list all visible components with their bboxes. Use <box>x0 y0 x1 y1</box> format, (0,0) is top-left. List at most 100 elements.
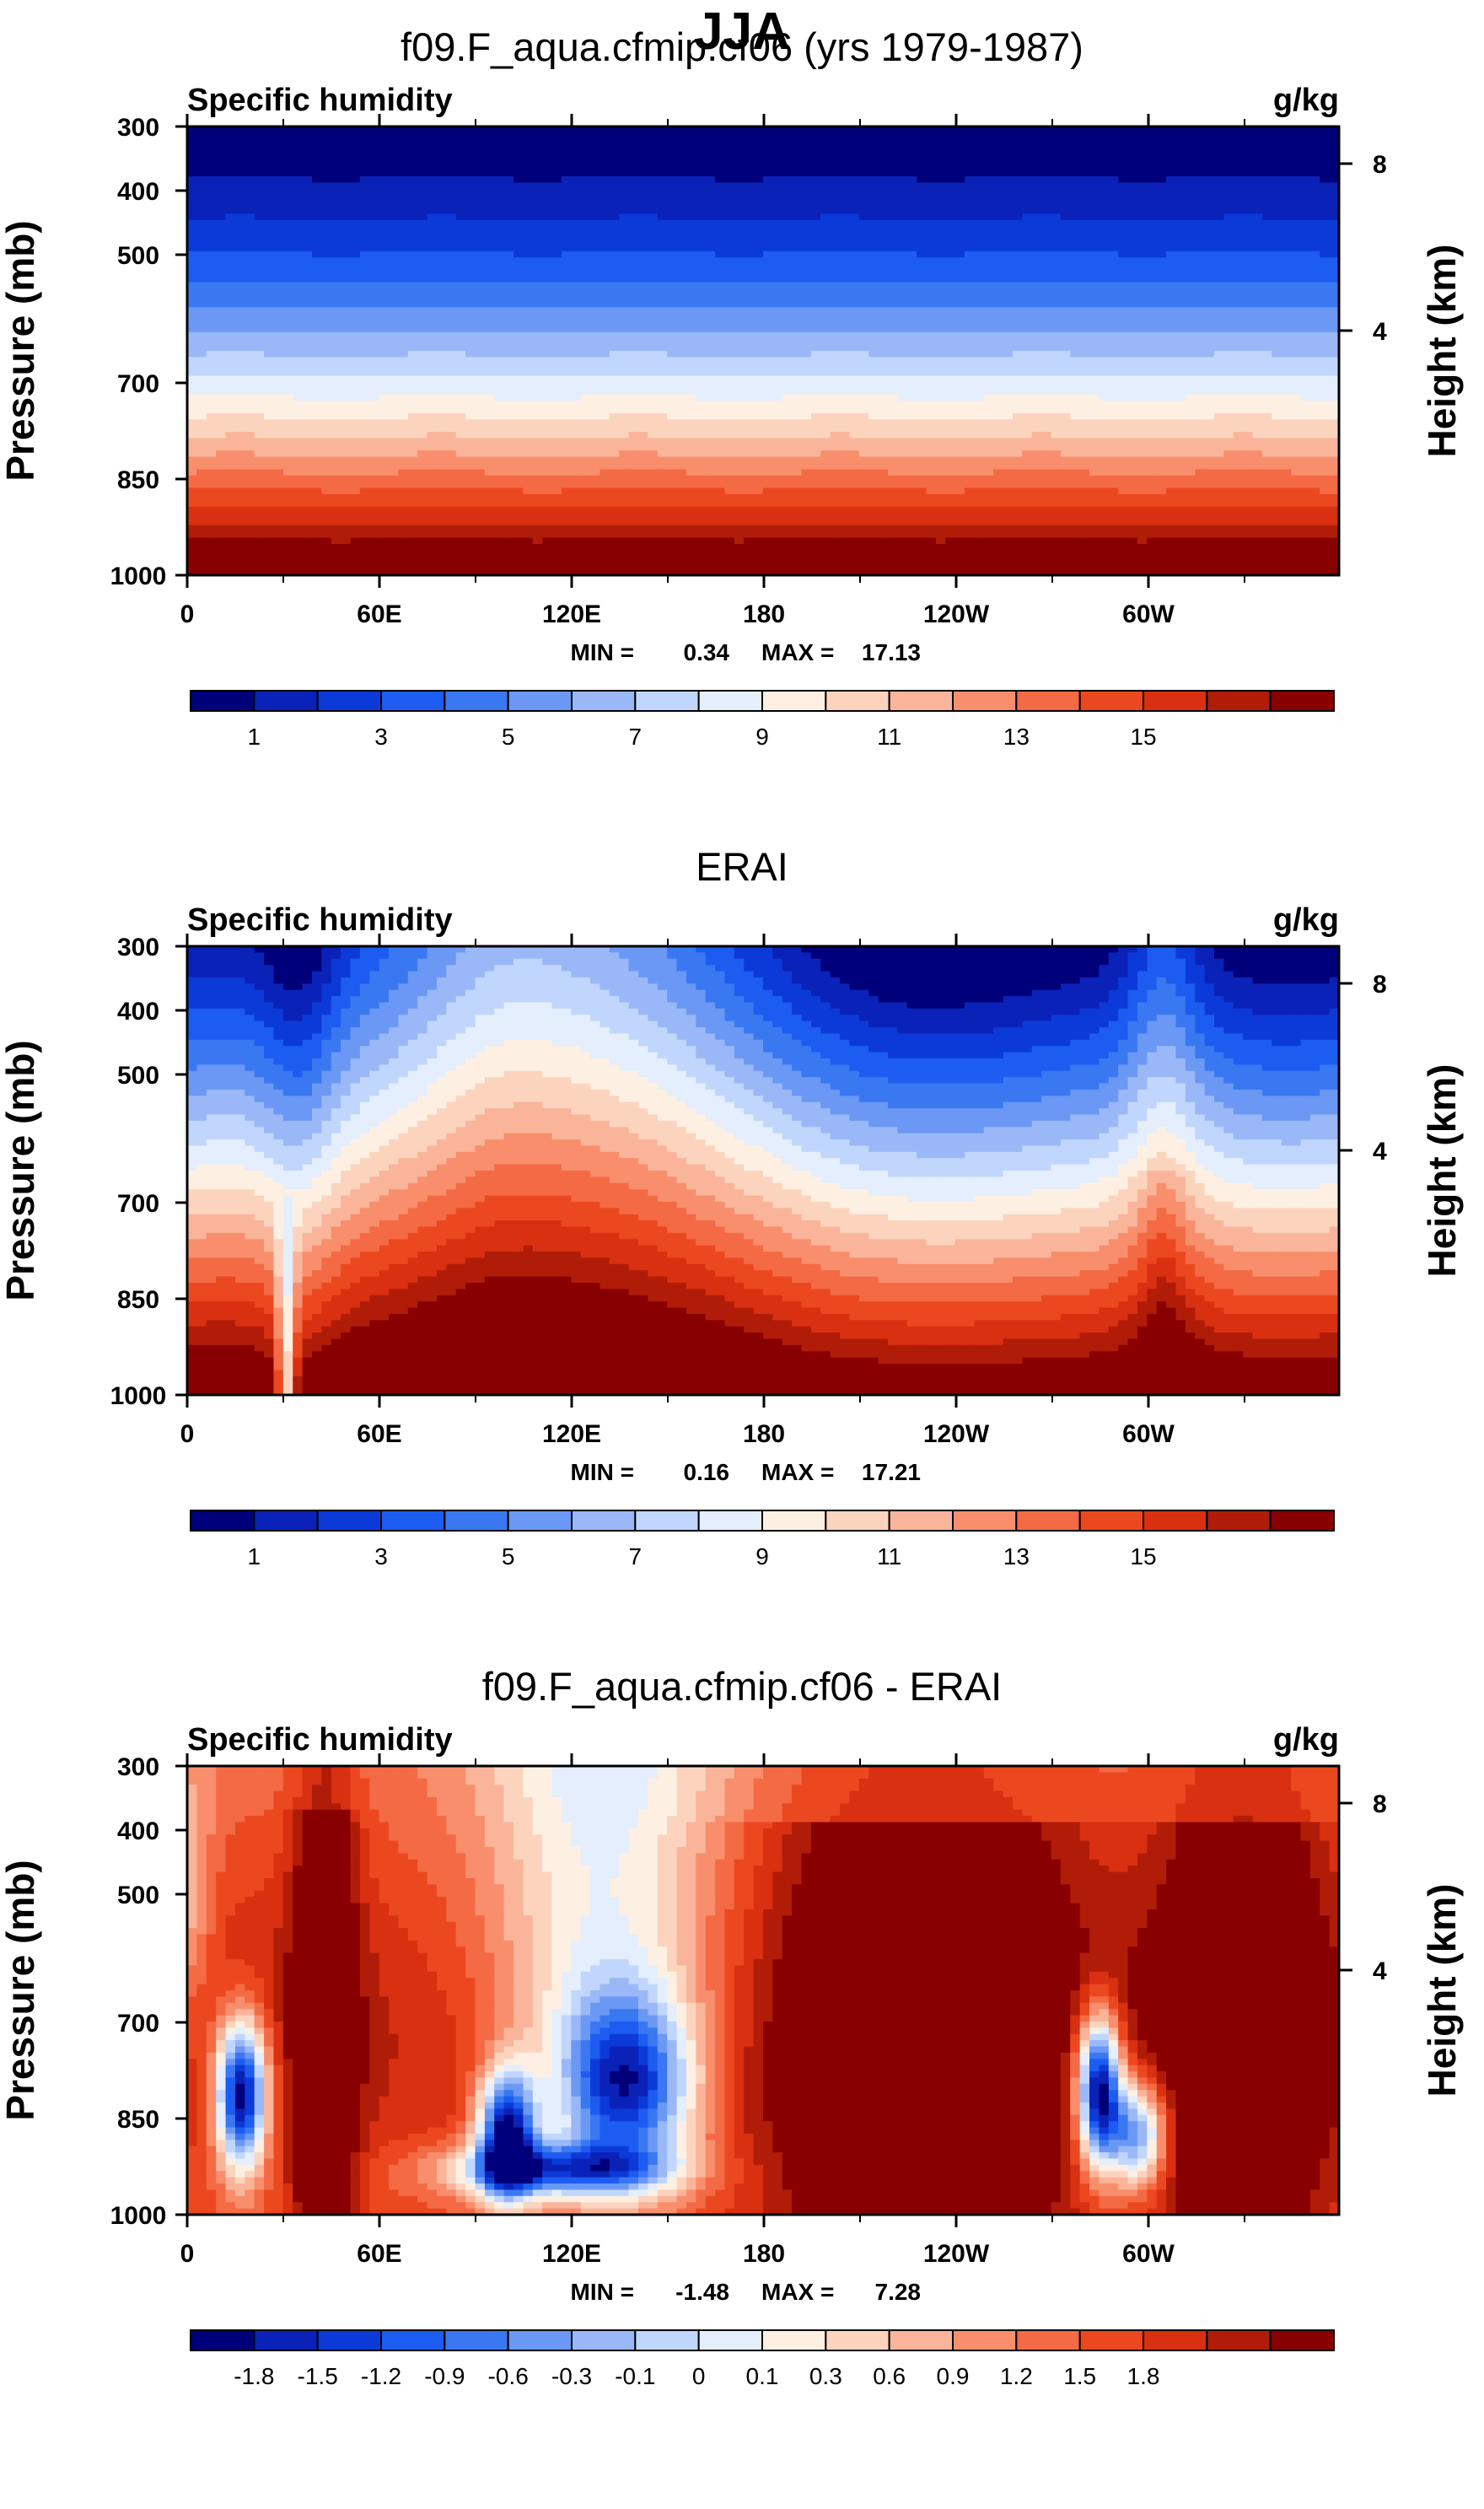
heatmap-cell <box>1233 127 1244 133</box>
heatmap-cell <box>648 151 659 159</box>
heatmap-cell <box>628 276 639 283</box>
heatmap-cell <box>935 300 946 308</box>
heatmap-cell <box>1309 363 1320 370</box>
heatmap-cell <box>1291 245 1302 252</box>
heatmap-cell <box>887 369 898 377</box>
heatmap-cell <box>1051 164 1062 171</box>
heatmap-cell <box>436 132 447 140</box>
heatmap-cell <box>407 307 418 315</box>
heatmap-cell <box>1291 313 1302 320</box>
heatmap-cell <box>830 245 841 252</box>
heatmap-cell <box>1099 269 1110 277</box>
heatmap-cell <box>1060 326 1071 333</box>
heatmap-cell <box>1261 245 1272 252</box>
heatmap-cell <box>254 226 265 234</box>
heatmap-cell <box>1329 213 1339 221</box>
heatmap-cell <box>350 219 361 227</box>
heatmap-cell <box>1329 357 1339 364</box>
heatmap-cell <box>590 357 601 364</box>
heatmap-cell <box>1012 294 1023 302</box>
heatmap-cell <box>858 320 869 327</box>
heatmap-cell <box>945 188 956 196</box>
heatmap-cell <box>475 213 486 221</box>
heatmap-cell <box>696 207 707 215</box>
heatmap-cell <box>407 288 418 296</box>
heatmap-cell <box>379 257 390 265</box>
heatmap-cell <box>887 344 898 352</box>
heatmap-cell <box>619 375 630 383</box>
heatmap-cell <box>868 170 879 177</box>
heatmap-cell <box>887 213 898 221</box>
heatmap-cell <box>1137 338 1148 346</box>
heatmap-cell <box>840 269 851 277</box>
heatmap-cell <box>379 138 390 146</box>
heatmap-cell <box>1099 219 1110 227</box>
heatmap-cell <box>1147 257 1158 265</box>
heatmap-cell <box>580 351 591 358</box>
heatmap-cell <box>906 344 917 352</box>
heatmap-cell <box>1108 132 1119 140</box>
heatmap-cell <box>359 188 370 196</box>
heatmap-cell <box>1031 307 1042 315</box>
heatmap-cell <box>369 145 380 153</box>
heatmap-cell <box>1291 195 1302 202</box>
heatmap-cell <box>1252 375 1263 383</box>
heatmap-cell <box>1166 375 1177 383</box>
heatmap-cell <box>1175 250 1186 258</box>
heatmap-cell <box>398 232 409 240</box>
heatmap-cell <box>696 127 707 133</box>
heatmap-cell <box>245 157 255 164</box>
heatmap-cell <box>1195 157 1206 164</box>
heatmap-cell <box>1041 232 1052 240</box>
heatmap-cell <box>830 151 841 159</box>
heatmap-cell <box>1272 213 1282 221</box>
heatmap-cell <box>1041 307 1052 315</box>
heatmap-cell <box>417 381 428 389</box>
heatmap-cell <box>293 176 304 184</box>
heatmap-cell <box>1147 145 1158 153</box>
heatmap-cell <box>696 151 707 159</box>
heatmap-cell <box>1204 344 1215 352</box>
heatmap-cell <box>887 127 898 133</box>
heatmap-cell <box>417 145 428 153</box>
heatmap-cell <box>225 363 236 370</box>
heatmap-cell <box>628 294 639 302</box>
heatmap-cell <box>917 127 928 133</box>
heatmap-cell <box>628 132 639 140</box>
heatmap-cell <box>254 195 265 202</box>
heatmap-cell <box>1137 282 1148 289</box>
heatmap-cell <box>878 188 889 196</box>
heatmap-cell <box>331 232 341 240</box>
heatmap-cell <box>1214 263 1224 271</box>
heatmap-cell <box>1281 326 1292 333</box>
heatmap-cell <box>858 351 869 358</box>
heatmap-cell <box>532 331 543 339</box>
heatmap-cell <box>1214 313 1224 320</box>
heatmap-cell <box>1127 320 1138 327</box>
heatmap-cell <box>906 331 917 339</box>
heatmap-cell <box>878 232 889 240</box>
heatmap-cell <box>744 201 755 208</box>
heatmap-cell <box>331 269 341 277</box>
heatmap-cell <box>379 300 390 308</box>
heatmap-cell <box>293 351 304 358</box>
heatmap-cell <box>196 226 207 234</box>
heatmap-cell <box>245 207 255 215</box>
heatmap-cell <box>302 288 313 296</box>
heatmap-cell <box>715 164 726 171</box>
heatmap-cell <box>341 338 352 346</box>
heatmap-cell <box>1022 263 1033 271</box>
heatmap-cell <box>465 381 476 389</box>
heatmap-cell <box>580 132 591 140</box>
heatmap-cell <box>1041 219 1052 227</box>
heatmap-cell <box>1041 320 1052 327</box>
heatmap-cell <box>906 188 917 196</box>
heatmap-cell <box>782 257 793 265</box>
heatmap-cell <box>1060 182 1071 190</box>
heatmap-cell <box>600 132 610 140</box>
heatmap-cell <box>273 338 284 346</box>
heatmap-cell <box>715 294 726 302</box>
heatmap-cell <box>1300 127 1311 133</box>
heatmap-cell <box>282 232 293 240</box>
heatmap-cell <box>1156 263 1167 271</box>
